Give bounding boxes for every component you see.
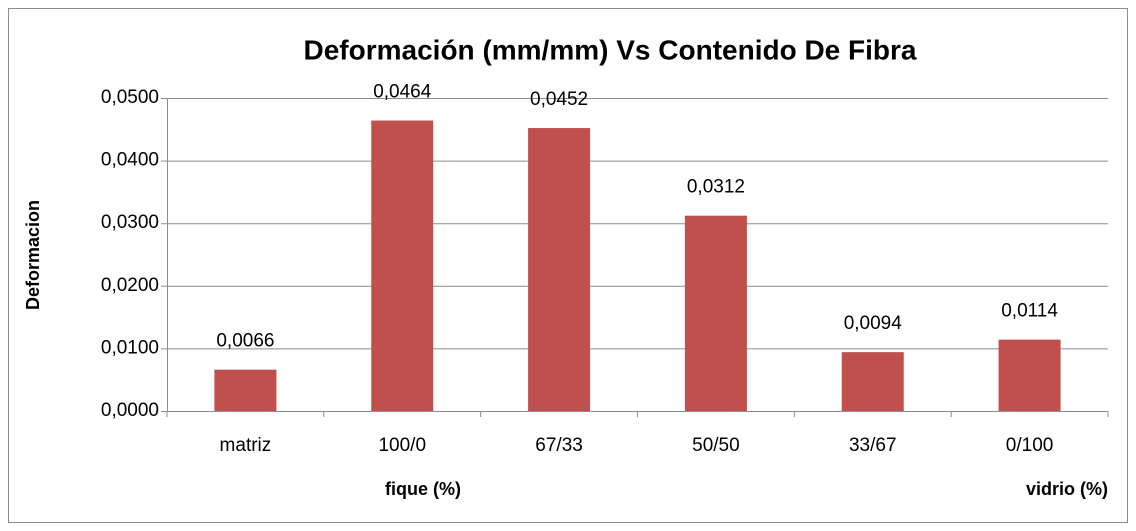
y-tick-label: 0,0500: [101, 87, 159, 108]
x-tick-label: 33/67: [849, 435, 897, 456]
y-tick-label: 0,0200: [101, 275, 159, 296]
data-label: 0,0114: [1001, 301, 1058, 322]
bar: [371, 120, 434, 411]
x-axis-label: fique (%): [385, 479, 461, 499]
y-tick-label: 0,0300: [101, 212, 159, 233]
y-tick-label: 0,0400: [101, 150, 159, 171]
y-tick-label: 0,0000: [101, 400, 159, 421]
y-axis-label: Deformacion: [23, 200, 43, 310]
data-label: 0,0312: [687, 177, 745, 198]
bar: [528, 128, 591, 411]
chart-title: Deformación (mm/mm) Vs Contenido De Fibr…: [304, 34, 917, 65]
bar: [998, 339, 1061, 411]
bar: [841, 352, 904, 411]
data-label: 0,0066: [216, 331, 274, 352]
x-tick-label: 67/33: [535, 435, 583, 456]
bar: [684, 215, 747, 411]
y-tick-label: 0,0100: [101, 337, 159, 358]
bar: [214, 369, 277, 411]
x-axis-label-right: vidrio (%): [1026, 479, 1108, 499]
x-tick-label: 50/50: [692, 435, 740, 456]
data-label: 0,0452: [530, 89, 588, 110]
x-tick-label: 100/0: [378, 435, 426, 456]
data-label: 0,0464: [373, 82, 432, 103]
x-tick-label: matriz: [220, 435, 272, 456]
x-tick-label: 0/100: [1006, 435, 1054, 456]
data-label: 0,0094: [844, 313, 903, 334]
